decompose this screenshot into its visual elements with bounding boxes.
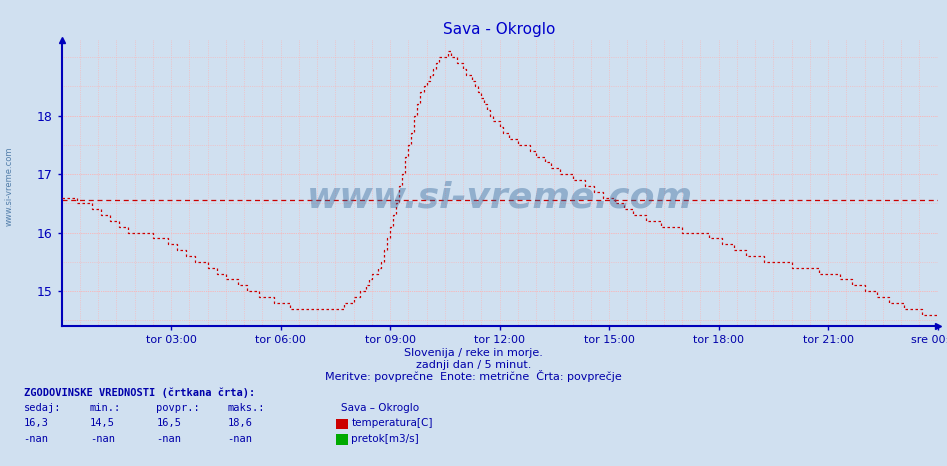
Text: www.si-vreme.com: www.si-vreme.com [307,180,692,214]
Text: povpr.:: povpr.: [156,403,200,413]
Text: 16,5: 16,5 [156,418,181,428]
Text: -nan: -nan [24,434,48,444]
Text: maks.:: maks.: [227,403,265,413]
Text: temperatura[C]: temperatura[C] [351,418,433,428]
Text: sedaj:: sedaj: [24,403,62,413]
Text: Sava – Okroglo: Sava – Okroglo [341,403,419,413]
Text: Slovenija / reke in morje.: Slovenija / reke in morje. [404,349,543,358]
Text: pretok[m3/s]: pretok[m3/s] [351,434,420,444]
Text: www.si-vreme.com: www.si-vreme.com [5,147,14,226]
Text: 14,5: 14,5 [90,418,115,428]
Text: -nan: -nan [90,434,115,444]
Text: 16,3: 16,3 [24,418,48,428]
Text: zadnji dan / 5 minut.: zadnji dan / 5 minut. [416,360,531,370]
Text: min.:: min.: [90,403,121,413]
Text: 18,6: 18,6 [227,418,252,428]
Text: ZGODOVINSKE VREDNOSTI (črtkana črta):: ZGODOVINSKE VREDNOSTI (črtkana črta): [24,388,255,398]
Title: Sava - Okroglo: Sava - Okroglo [443,22,556,37]
Text: -nan: -nan [227,434,252,444]
Text: Meritve: povprečne  Enote: metrične  Črta: povprečje: Meritve: povprečne Enote: metrične Črta:… [325,370,622,382]
Text: -nan: -nan [156,434,181,444]
